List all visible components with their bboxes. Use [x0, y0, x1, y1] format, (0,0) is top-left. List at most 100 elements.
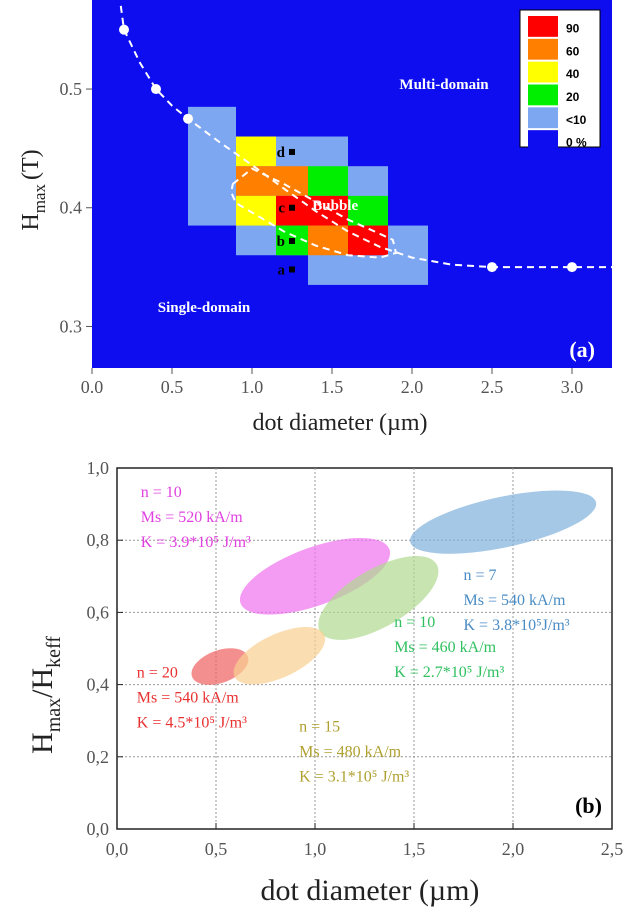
legend-a: 90 60 40 20 <10 0 % — [519, 9, 601, 151]
ellipse-2 — [318, 556, 439, 640]
annotation-line: n = 20 — [137, 664, 178, 681]
annotation-line: Ms = 520 kA/m — [141, 509, 243, 526]
labeled-points: ab c d — [277, 145, 295, 278]
x-tick-label: 1.5 — [321, 377, 344, 397]
legend-swatch — [528, 130, 558, 151]
point-label-d: d — [277, 145, 286, 161]
x-tick-label: 1,5 — [403, 839, 426, 859]
annotation-line: Ms = 460 kA/m — [394, 639, 496, 656]
boundary-points — [119, 24, 577, 273]
boundary-point — [567, 262, 577, 273]
annotation-line: K = 3.1*10⁵ J/m³ — [299, 769, 409, 786]
x-axis-title-a: dot diameter (µm) — [252, 410, 427, 436]
cell-lowprob — [188, 106, 236, 226]
legend-swatch — [528, 16, 558, 37]
region-label: Single-domain — [158, 300, 251, 316]
x-tick-label: 3.0 — [561, 377, 584, 397]
cell-20 — [308, 166, 348, 196]
annotation-0: n = 10 Ms = 520 kA/m K = 3.9*10⁵ J/m³ — [141, 484, 251, 551]
heatmap-panel-a: ab c d Multi-domain Single-domain Bubble 90 6… — [18, 0, 612, 436]
ellipses — [191, 490, 597, 685]
annotation-3: n = 20 Ms = 540 kA/m K = 4.5*10⁵ J/m³ — [137, 664, 247, 731]
x-tick-label: 2,5 — [601, 839, 624, 859]
x-tick-label: 0,5 — [205, 839, 228, 859]
y-tick-label: 1,0 — [87, 458, 110, 478]
y-tick-label: 0,0 — [87, 819, 110, 839]
x-axis-title-b: dot diameter (µm) — [261, 874, 480, 907]
legend-swatch — [528, 61, 558, 83]
x-tick-label: 2.0 — [401, 377, 424, 397]
region-labels: Multi-domain Single-domain Bubble — [158, 77, 490, 316]
x-tick-label: 0.0 — [81, 377, 104, 397]
y-tick-label: 0,8 — [87, 530, 110, 550]
point-label-b: b — [277, 234, 285, 250]
legend-label: <10 — [566, 113, 587, 127]
panel-label-b: (b) — [575, 793, 602, 818]
x-tick-label: 1,0 — [304, 839, 327, 859]
x-tick-label: 2.5 — [481, 377, 504, 397]
cell-60 — [308, 225, 348, 256]
legend-swatch — [528, 38, 558, 60]
y-tick-label: 0,6 — [87, 602, 110, 622]
point-marker-b — [289, 237, 295, 244]
x-ticks-b: 0,0 0,5 1,0 1,5 2,0 2,5 — [106, 823, 624, 859]
prob-cells — [236, 136, 388, 256]
legend-label: 40 — [566, 67, 580, 81]
region-label: Multi-domain — [399, 77, 489, 93]
y-ticks-b: 0,0 0,2 0,4 0,6 0,8 1,0 — [87, 458, 123, 839]
annotation-2: n = 10 Ms = 460 kA/m K = 2.7*10⁵ J/m³ — [394, 614, 504, 681]
legend-label: 90 — [566, 21, 580, 35]
annotation-line: Ms = 540 kA/m — [137, 689, 239, 706]
scatter-panel-b: n = 10 Ms = 520 kA/m K = 3.9*10⁵ J/m³ n = 7… — [26, 458, 623, 907]
y-ticks-a: 0.3 0.4 0.5 — [60, 79, 92, 336]
cell-lowprob — [388, 225, 428, 285]
legend-label: 60 — [566, 44, 580, 58]
x-tick-label: 2,0 — [502, 839, 525, 859]
annotation-1: n = 7 Ms = 540 kA/m K = 3.8*10⁵J/m³ — [464, 567, 570, 634]
annotations: n = 10 Ms = 520 kA/m K = 3.9*10⁵ J/m³ n = 7… — [137, 484, 570, 786]
y-tick-label: 0.4 — [60, 198, 83, 218]
point-label-c: c — [278, 201, 285, 217]
legend-label: 20 — [566, 90, 580, 104]
legend-swatch — [528, 107, 558, 129]
annotation-line: Ms = 540 kA/m — [464, 592, 566, 609]
annotation-line: n = 10 — [141, 484, 182, 501]
cell-40 — [236, 195, 276, 226]
boundary-point — [183, 113, 193, 124]
boundary-curve — [119, 5, 612, 269]
boundary-point — [119, 24, 129, 35]
cell-20 — [348, 195, 388, 226]
point-marker-d — [289, 148, 295, 155]
point-label-a: a — [278, 262, 286, 278]
x-tick-label: 0.5 — [161, 377, 184, 397]
x-tick-label: 1.0 — [241, 377, 264, 397]
annotation-line: n = 10 — [394, 614, 435, 631]
annotation-line: K = 4.5*10⁵ J/m³ — [137, 714, 247, 731]
y-axis-title-b: Hmax/Hkeff — [26, 636, 65, 754]
point-marker-c — [289, 204, 295, 211]
panel-label-a: (a) — [569, 337, 595, 362]
annotation-line: Ms = 480 kA/m — [299, 744, 401, 761]
y-tick-label: 0,4 — [87, 675, 110, 695]
point-marker-a — [289, 266, 295, 273]
annotation-line: K = 3.8*10⁵J/m³ — [464, 617, 570, 634]
y-tick-label: 0.5 — [60, 79, 83, 99]
annotation-4: n = 15 Ms = 480 kA/m K = 3.1*10⁵ J/m³ — [299, 719, 409, 786]
region-label: Bubble — [312, 198, 358, 214]
annotation-line: K = 3.9*10⁵ J/m³ — [141, 534, 251, 551]
y-tick-label: 0.3 — [60, 316, 83, 336]
ellipse-4 — [233, 627, 326, 685]
bubble-boundary — [230, 167, 398, 259]
boundary-point — [487, 262, 497, 273]
x-ticks-a: 0.0 0.5 1.0 1.5 2.0 2.5 3.0 — [81, 368, 584, 397]
cell-60 — [276, 166, 308, 196]
y-axis-title-a: Hmax(T) — [18, 149, 49, 230]
legend-swatch — [528, 84, 558, 106]
boundary-point — [151, 84, 161, 95]
y-tick-label: 0,2 — [87, 747, 110, 767]
cell-40 — [236, 136, 276, 167]
annotation-line: n = 7 — [464, 567, 497, 584]
ellipse-1 — [409, 490, 597, 554]
annotation-line: n = 15 — [299, 719, 340, 736]
